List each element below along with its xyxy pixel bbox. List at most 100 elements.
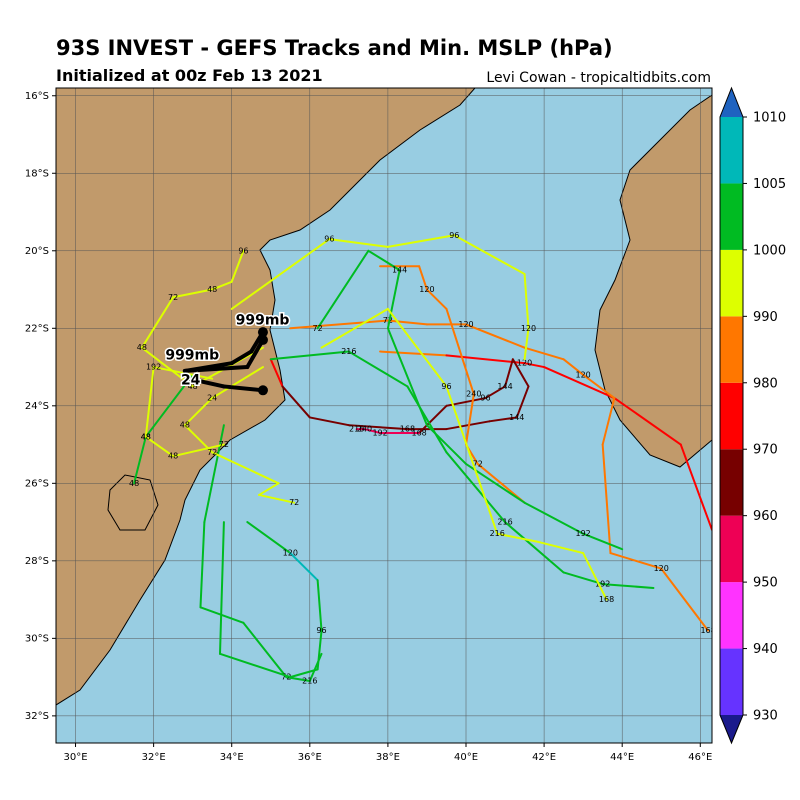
hour-label: 120 xyxy=(576,370,591,379)
track-segment xyxy=(242,621,288,679)
track-segment xyxy=(269,358,284,388)
x-tick-label: 44°E xyxy=(610,752,634,763)
track-segment xyxy=(316,249,370,330)
land-madagascar xyxy=(594,94,712,468)
track-segment xyxy=(445,307,475,396)
hour-label: 48 xyxy=(180,421,190,430)
colorbar-tick-label: 960 xyxy=(753,509,778,524)
mean-track-segment xyxy=(245,337,265,370)
track-segment xyxy=(172,288,214,299)
land-africa xyxy=(56,88,476,706)
track-segment xyxy=(582,532,624,551)
track-segment xyxy=(543,366,616,400)
hour-label: 120 xyxy=(521,324,536,333)
hour-label: 216 xyxy=(490,529,505,538)
mean-track-segment xyxy=(182,365,250,373)
hour-label: 120 xyxy=(517,359,532,368)
y-tick-label: 20°S xyxy=(25,246,49,257)
annotation: 999mb xyxy=(165,347,219,363)
track-segment xyxy=(363,428,382,434)
hour-label: 240 xyxy=(466,390,481,399)
hour-label: 168 xyxy=(700,626,715,635)
colorbar-tick-label: 930 xyxy=(753,709,778,724)
track-segment xyxy=(582,373,616,400)
colorbar-band xyxy=(720,515,743,583)
y-tick-label: 16°S xyxy=(25,91,49,102)
hour-label: 48 xyxy=(141,432,151,441)
track-segment xyxy=(406,385,448,454)
colorbar-tick-label: 970 xyxy=(753,443,778,458)
track-segment xyxy=(484,385,507,400)
track-segment xyxy=(445,385,499,535)
track-segment xyxy=(679,443,712,531)
track-segment xyxy=(523,362,546,369)
hour-label: 24 xyxy=(207,394,217,403)
track-segment xyxy=(453,234,526,276)
track-segment xyxy=(140,296,175,349)
track-segment xyxy=(535,540,585,555)
track-segment xyxy=(386,234,456,248)
x-tick-label: 34°E xyxy=(220,752,244,763)
track-segment xyxy=(203,424,225,524)
track-segment xyxy=(418,404,448,434)
track-segment xyxy=(515,385,530,419)
track-segment xyxy=(230,249,245,283)
mean-track-segment xyxy=(229,349,254,366)
track-segment xyxy=(418,265,428,291)
map-frame xyxy=(55,87,713,744)
track-segment xyxy=(172,443,225,458)
track-segment xyxy=(386,269,401,330)
track-segment xyxy=(246,521,292,555)
track-segment xyxy=(613,397,682,446)
track-segment xyxy=(562,358,585,376)
hour-label: 48 xyxy=(129,479,139,488)
colorbar-tick-label: 1005 xyxy=(753,177,786,192)
y-tick-label: 30°S xyxy=(25,633,49,644)
hour-label: 72 xyxy=(383,316,393,325)
hour-label: 120 xyxy=(283,549,298,558)
track-segment xyxy=(511,358,530,388)
subtitle: Initialized at 00z Feb 13 2021 xyxy=(56,66,323,85)
track-segment xyxy=(289,668,319,679)
track-segment xyxy=(219,521,225,655)
track-segment xyxy=(328,238,389,248)
colorbar-band xyxy=(720,582,743,649)
track-segment xyxy=(496,532,538,543)
x-tick-label: 38°E xyxy=(376,752,400,763)
track-segment xyxy=(601,443,612,555)
hour-label: 72 xyxy=(473,459,483,468)
track-segment xyxy=(211,280,233,291)
track-segment xyxy=(445,451,507,524)
track-segment xyxy=(601,583,655,589)
hour-label: 48 xyxy=(168,452,178,461)
track-segment xyxy=(465,393,475,446)
hour-label: 72 xyxy=(219,440,229,449)
hour-label: 168 xyxy=(400,425,415,434)
hour-label: 96 xyxy=(238,246,248,255)
hour-label: 48 xyxy=(188,382,198,391)
colorbar-band xyxy=(720,648,743,715)
hour-label: 48 xyxy=(137,343,147,352)
hour-label: 240 xyxy=(357,425,372,434)
colorbar-band xyxy=(720,183,743,250)
track-segment xyxy=(379,350,448,357)
track-segment xyxy=(183,397,214,427)
hour-label: 96 xyxy=(441,382,451,391)
track-segment xyxy=(316,629,323,671)
track-segment xyxy=(219,652,292,679)
y-tick-label: 32°S xyxy=(25,711,49,722)
y-tick-label: 18°S xyxy=(25,168,49,179)
border-swaziland xyxy=(107,474,159,531)
hour-label: 216 xyxy=(497,518,512,527)
track-segment xyxy=(523,346,565,361)
track-segment xyxy=(425,288,448,310)
track-segment xyxy=(465,323,526,349)
track-segment xyxy=(488,416,518,423)
track-segment xyxy=(562,571,604,586)
track-segment xyxy=(144,435,175,458)
track-segment xyxy=(386,319,428,326)
hour-label: 144 xyxy=(509,413,524,422)
hour-label: 72 xyxy=(207,448,217,457)
colorbar-band xyxy=(720,449,743,516)
